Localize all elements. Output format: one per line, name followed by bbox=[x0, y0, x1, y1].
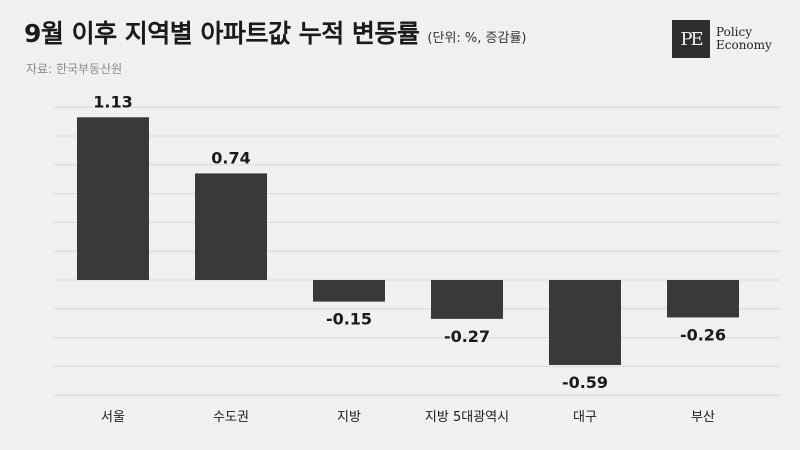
unit-label: (단위: %, 증감률) bbox=[427, 31, 527, 46]
chart-title: 9월 이후 지역별 아파트값 누적 변동률 bbox=[24, 19, 420, 48]
data-label: 0.74 bbox=[211, 148, 250, 167]
grid-lines bbox=[54, 106, 780, 396]
logo-text: Policy Economy bbox=[716, 26, 772, 52]
bars bbox=[77, 117, 739, 365]
bar bbox=[667, 280, 739, 318]
category-label: 서울 bbox=[101, 410, 125, 425]
data-label: -0.27 bbox=[444, 327, 490, 346]
source-label: 자료: 한국부동산원 bbox=[26, 62, 123, 76]
bar bbox=[77, 117, 149, 280]
bar bbox=[431, 280, 503, 319]
labels: 1.13 서울 0.74 수도권 -0.15 지방 -0.27 지방 5대광역시 -0.59 대구… bbox=[93, 92, 726, 425]
data-label: -0.59 bbox=[562, 373, 608, 392]
category-label: 지방 bbox=[337, 410, 361, 425]
data-label: -0.15 bbox=[326, 310, 372, 329]
category-label: 수도권 bbox=[213, 410, 249, 425]
logo-mark: PE bbox=[672, 20, 710, 58]
logo-line-2: Economy bbox=[716, 38, 772, 52]
category-label: 대구 bbox=[573, 410, 597, 425]
data-label: -0.26 bbox=[680, 325, 726, 344]
publisher-logo: PE Policy Economy bbox=[672, 20, 772, 58]
category-label: 부산 bbox=[691, 410, 715, 425]
bar bbox=[549, 280, 621, 365]
bar bbox=[195, 173, 267, 280]
data-label: 1.13 bbox=[93, 92, 132, 111]
title-row: 9월 이후 지역별 아파트값 누적 변동률 (단위: %, 증감률) bbox=[24, 14, 527, 50]
category-label: 지방 5대광역시 bbox=[425, 410, 509, 425]
bar bbox=[313, 280, 385, 302]
logo-line-1: Policy bbox=[716, 25, 752, 39]
